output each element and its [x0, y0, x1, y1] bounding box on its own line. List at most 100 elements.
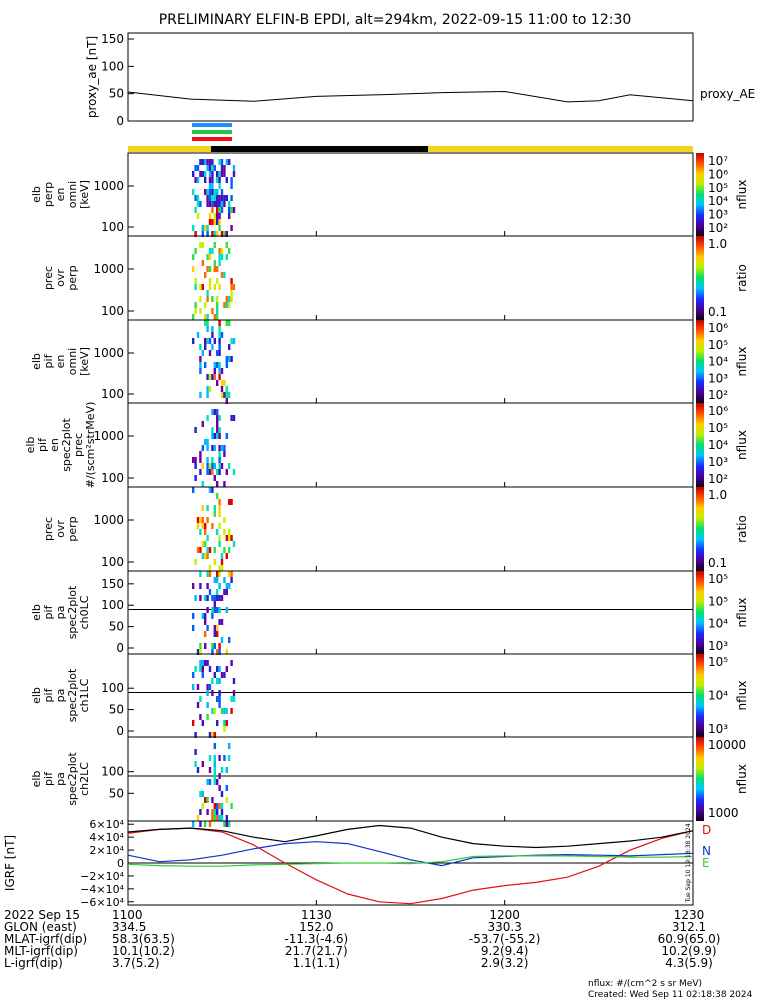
heatmap-cell: [204, 619, 207, 625]
heatmap-cell: [211, 595, 214, 601]
heatmap-cell: [192, 189, 195, 195]
colorbar-perp_ratio: [696, 236, 704, 320]
panel-ylabel: pif: [36, 437, 49, 452]
heatmap-cell: [208, 248, 212, 254]
heatmap-cell: [220, 231, 224, 237]
heatmap-cell: [225, 815, 228, 821]
heatmap-cell: [206, 779, 209, 785]
colorbar-tick-label: 10³: [708, 639, 728, 653]
heatmap-cell: [194, 302, 197, 308]
heatmap-cell: [220, 207, 224, 213]
heatmap-cell: [201, 171, 204, 177]
heatmap-cell: [211, 296, 214, 302]
heatmap-cell: [216, 219, 219, 225]
heatmap-cell: [206, 266, 209, 272]
heatmap-cell: [213, 815, 216, 821]
heatmap-cell: [228, 463, 231, 469]
colorbar-tick-label: 10⁷: [708, 154, 728, 168]
heatmap-cell: [220, 637, 224, 643]
heatmap-cell: [218, 254, 221, 260]
heatmap-cell: [194, 463, 197, 469]
heatmap-cell: [206, 290, 209, 296]
heatmap-cell: [213, 165, 216, 171]
heatmap-cell: [218, 374, 221, 380]
heatmap-cell: [223, 708, 226, 714]
heatmap-cell: [213, 773, 216, 779]
heatmap-cell: [206, 201, 209, 207]
heatmap-cell: [213, 559, 216, 565]
heatmap-cell: [204, 660, 207, 666]
colorbar-label: nflux: [735, 180, 749, 210]
heatmap-cell: [204, 643, 207, 649]
heatmap-cell: [201, 481, 204, 487]
heatmap-cell: [213, 577, 216, 583]
heatmap-cell: [230, 708, 233, 714]
heatmap-cell: [211, 523, 214, 529]
heatmap-cell: [230, 571, 233, 577]
segment-bar: [192, 123, 232, 127]
heatmap-cell: [211, 177, 214, 183]
heatmap-cell: [232, 541, 236, 547]
heatmap-cell: [199, 595, 202, 601]
panel-ytick-label: 1000: [93, 179, 124, 193]
heatmap-cell: [220, 380, 224, 386]
heatmap-cell: [223, 380, 226, 386]
panel-ytick-label: 100: [101, 471, 124, 485]
heatmap-cell: [216, 589, 219, 595]
heatmap-cell: [201, 791, 204, 797]
heatmap-cell: [213, 475, 216, 481]
heatmap-cell: [208, 254, 212, 260]
heatmap-cell: [213, 433, 216, 439]
heatmap-cell: [204, 613, 207, 619]
colorbar-tick-label: 0.1: [708, 305, 727, 319]
heatmap-cell: [225, 356, 228, 362]
colorbar-tick-label: 10⁴: [708, 194, 728, 208]
heatmap-cell: [218, 583, 221, 589]
heatmap-cell: [216, 314, 219, 320]
heatmap-cell: [216, 207, 219, 213]
heatmap-cell: [194, 475, 197, 481]
colorbar-pitch_en: [696, 320, 704, 403]
heatmap-cell: [196, 547, 200, 553]
heatmap-cell: [201, 242, 204, 248]
heatmap-cell: [223, 171, 226, 177]
heatmap-cell: [196, 702, 200, 708]
ephemeris-row-label: MLAT-igrf(dip): [4, 932, 87, 946]
heatmap-cell: [211, 678, 214, 684]
heatmap-cell: [218, 511, 221, 517]
heatmap-cell: [216, 469, 219, 475]
heatmap-cell: [204, 171, 207, 177]
heatmap-cell: [213, 631, 216, 637]
heatmap-cell: [199, 159, 202, 165]
heatmap-cell: [196, 201, 200, 207]
heatmap-cell: [199, 809, 202, 815]
proxy-ae-ytick-label: 0: [116, 114, 124, 128]
igrf-ytick-label: 2×10⁴: [89, 844, 124, 857]
heatmap-cell: [220, 559, 224, 565]
heatmap-cell: [225, 398, 228, 404]
heatmap-cell: [208, 666, 212, 672]
heatmap-cell: [211, 469, 214, 475]
heatmap-cell: [213, 189, 216, 195]
heatmap-cell: [201, 660, 204, 666]
heatmap-cell: [206, 547, 209, 553]
heatmap-cell: [206, 595, 209, 601]
panel-ylabel: spec2plot: [66, 752, 79, 806]
heatmap-cell: [194, 308, 197, 314]
heatmap-cell: [204, 523, 207, 529]
heatmap-cell: [216, 415, 219, 421]
proxy-ae-ytick-label: 100: [101, 59, 124, 73]
heatmap-cell: [208, 469, 212, 475]
heatmap-cell: [208, 767, 212, 773]
panel-ylabel: omni: [66, 181, 79, 208]
heatmap-cell: [225, 242, 228, 248]
heatmap-cell: [196, 517, 200, 523]
heatmap-cell: [223, 547, 226, 553]
colorbar-tick-label: 1.0: [708, 237, 727, 251]
heatmap-cell: [206, 457, 209, 463]
ephemeris-value: -11.3(-4.6): [284, 932, 348, 946]
heatmap-cell: [206, 338, 209, 344]
heatmap-cell: [206, 296, 209, 302]
heatmap-cell: [208, 487, 212, 493]
colorbar-tick-label: 10²: [708, 472, 728, 486]
